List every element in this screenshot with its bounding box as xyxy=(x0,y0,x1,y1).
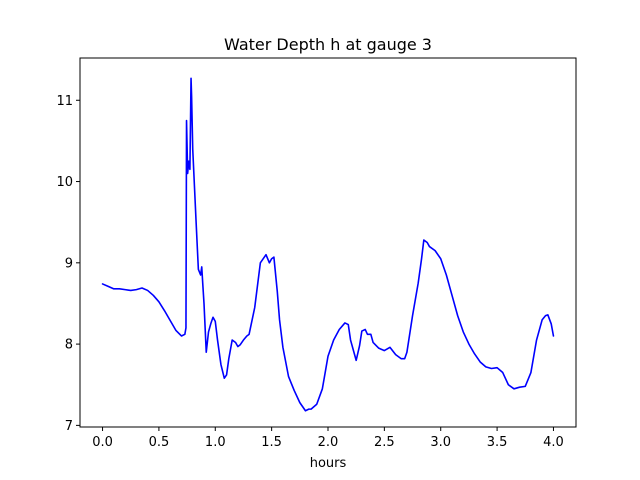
plot-area xyxy=(101,77,555,412)
series-line xyxy=(101,77,555,412)
x-tick-label: 2.5 xyxy=(374,435,395,450)
x-tick-label: 3.5 xyxy=(487,435,508,450)
x-tick-label: 4.0 xyxy=(543,435,564,450)
x-tick-label: 1.0 xyxy=(205,435,226,450)
y-tick-label: 9 xyxy=(65,256,73,271)
x-tick-label: 3.0 xyxy=(430,435,451,450)
chart-title: Water Depth h at gauge 3 xyxy=(224,35,432,54)
x-tick-label: 2.0 xyxy=(318,435,339,450)
y-tick-label: 7 xyxy=(65,419,73,434)
x-axis-label: hours xyxy=(310,456,347,471)
y-tick-label: 10 xyxy=(56,175,73,190)
y-tick-label: 8 xyxy=(65,338,73,353)
x-tick-label: 1.5 xyxy=(261,435,282,450)
axis-ticks: 0.0 0.5 1.0 1.5 2.0 2.5 3.0 3.5 4.0 7 8 9 10 11 xyxy=(56,94,563,450)
x-tick-label: 0.5 xyxy=(149,435,170,450)
y-tick-label: 11 xyxy=(56,94,73,109)
x-tick-label: 0.0 xyxy=(92,435,113,450)
plot-frame xyxy=(79,57,577,428)
